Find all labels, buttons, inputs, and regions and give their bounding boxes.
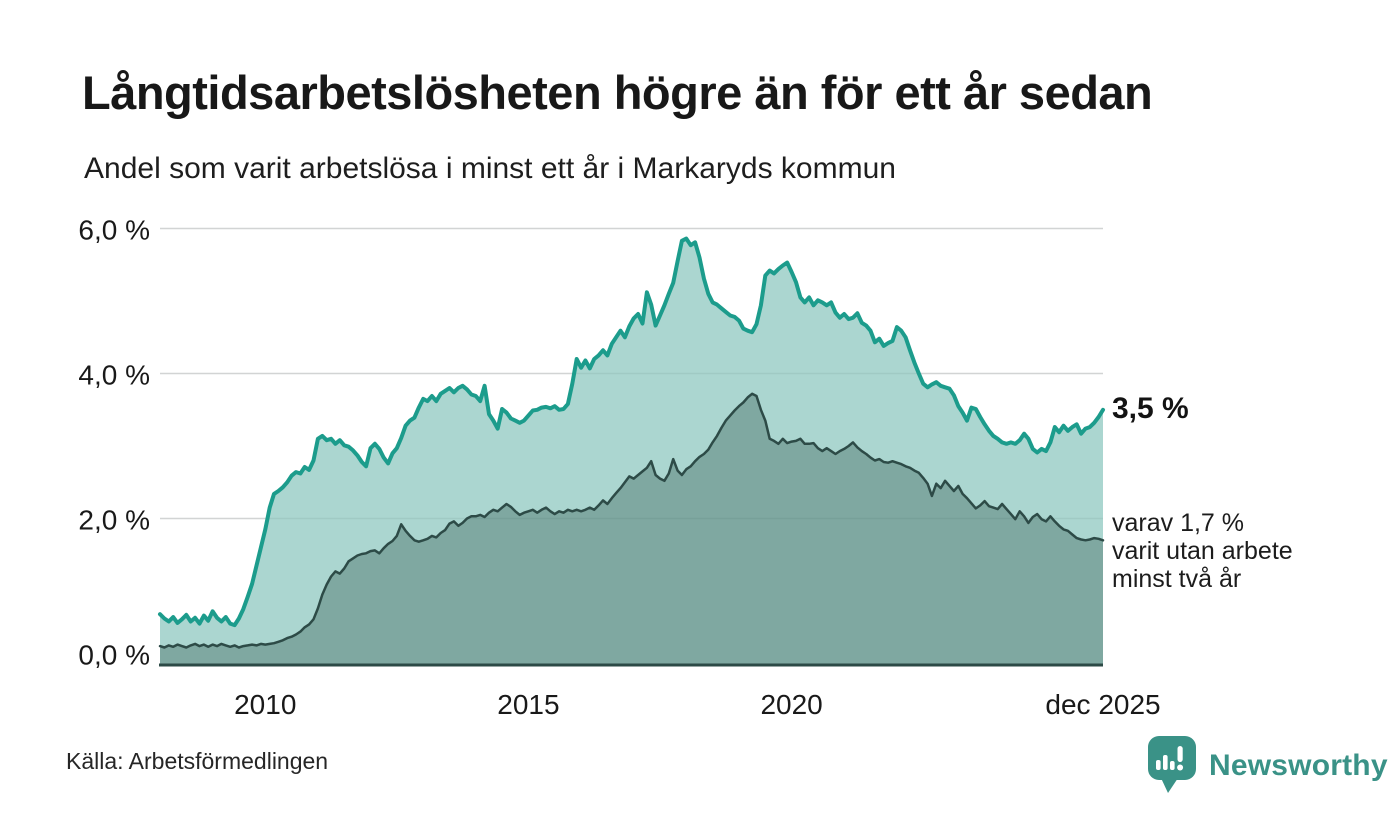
series-area-1 xyxy=(160,393,1103,665)
subset-annotation-line: varit utan arbete xyxy=(1112,537,1293,565)
source-credit: Källa: Arbetsförmedlingen xyxy=(66,748,329,774)
x-axis-tick-label: 2015 xyxy=(497,689,559,720)
newsworthy-logo: Newsworthy xyxy=(1146,735,1388,795)
x-axis-tick-label: 2010 xyxy=(234,689,296,720)
y-axis-tick-label: 4,0 % xyxy=(78,360,150,391)
series-line-1 xyxy=(158,392,1105,649)
y-axis-tick-label: 0,0 % xyxy=(78,640,150,671)
subset-annotation-line: minst två år xyxy=(1112,565,1242,593)
subset-annotation-line: varav 1,7 % xyxy=(1112,509,1245,537)
x-axis-tick-label: dec 2025 xyxy=(1045,689,1160,720)
y-axis-tick-label: 2,0 % xyxy=(78,505,150,536)
y-axis-tick-label: 6,0 % xyxy=(78,215,150,246)
x-axis-tick-label: 2020 xyxy=(760,689,822,720)
chart-subtitle: Andel som varit arbetslösa i minst ett å… xyxy=(84,152,896,185)
newsworthy-wordmark: Newsworthy xyxy=(1209,749,1388,782)
subset-annotation: varav 1,7 % varit utan arbete minst två … xyxy=(1112,509,1293,593)
page-title: Långtidsarbetslösheten högre än för ett … xyxy=(82,66,1153,119)
bar-chart-speech-bubble-icon xyxy=(1148,736,1196,793)
end-value-annotation: 3,5 % xyxy=(1112,392,1189,425)
series-line-0 xyxy=(158,236,1105,628)
